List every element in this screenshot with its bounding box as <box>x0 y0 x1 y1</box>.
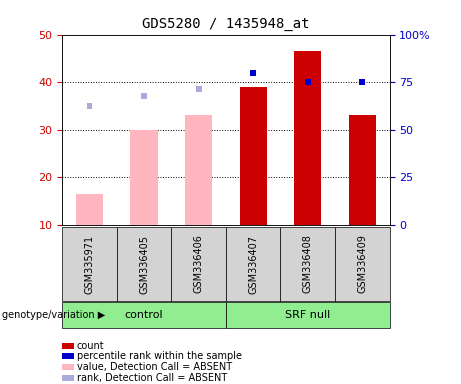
Text: value, Detection Call = ABSENT: value, Detection Call = ABSENT <box>77 362 232 372</box>
Point <box>86 103 93 109</box>
Point <box>304 79 311 85</box>
Title: GDS5280 / 1435948_at: GDS5280 / 1435948_at <box>142 17 310 31</box>
Text: GSM336409: GSM336409 <box>357 235 367 293</box>
Text: GSM336405: GSM336405 <box>139 235 149 293</box>
Text: GSM336408: GSM336408 <box>303 235 313 293</box>
Text: percentile rank within the sample: percentile rank within the sample <box>77 351 242 361</box>
Text: GSM336407: GSM336407 <box>248 235 258 293</box>
Text: GSM336406: GSM336406 <box>194 235 204 293</box>
Bar <box>240 87 267 225</box>
Point <box>359 79 366 85</box>
Text: rank, Detection Call = ABSENT: rank, Detection Call = ABSENT <box>77 373 227 383</box>
Text: control: control <box>125 310 163 320</box>
Bar <box>130 130 158 225</box>
Text: GSM335971: GSM335971 <box>84 235 95 293</box>
Bar <box>349 115 376 225</box>
Bar <box>76 194 103 225</box>
Point <box>249 70 257 76</box>
Bar <box>185 115 212 225</box>
Text: count: count <box>77 341 105 351</box>
Bar <box>294 51 321 225</box>
Point <box>195 86 202 92</box>
Text: SRF null: SRF null <box>285 310 331 320</box>
Text: genotype/variation ▶: genotype/variation ▶ <box>2 310 106 320</box>
Point <box>140 93 148 99</box>
